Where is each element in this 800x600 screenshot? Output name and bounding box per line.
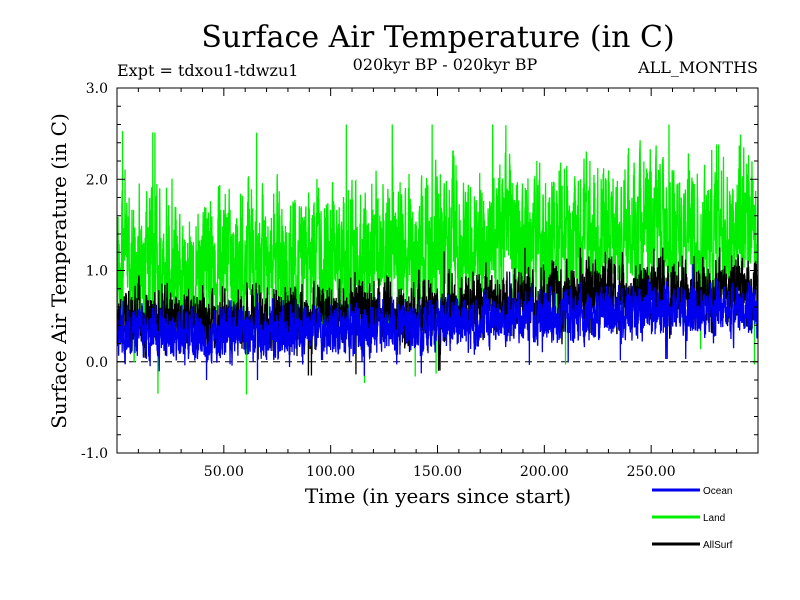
y-tick-label: 3.0 xyxy=(86,81,108,97)
legend: Ocean Land AllSurf xyxy=(652,486,733,551)
axes-layer: 50.00 100.00 150.00 200.00 250.00 -1.0 0.0 1.0 2… xyxy=(81,81,759,480)
legend-label-ocean: Ocean xyxy=(703,486,732,497)
x-tick-label: 100.00 xyxy=(306,464,355,480)
y-tick-label: 0.0 xyxy=(86,355,108,371)
legend-label-land: Land xyxy=(703,513,725,524)
y-tick-label: 2.0 xyxy=(86,172,108,188)
x-tick-label: 200.00 xyxy=(520,464,569,480)
x-tick-label: 150.00 xyxy=(413,464,462,480)
series-line-land xyxy=(117,124,758,395)
x-axis-label: Time (in years since start) xyxy=(305,484,571,508)
x-tick-label: 250.00 xyxy=(627,464,676,480)
legend-label-allsurf: AllSurf xyxy=(703,540,733,551)
series-line-ocean xyxy=(117,264,758,381)
y-tick-label: -1.0 xyxy=(81,446,108,462)
series-layer xyxy=(117,124,758,395)
chart-title: Surface Air Temperature (in C) xyxy=(201,20,674,55)
y-tick-label: 1.0 xyxy=(86,264,108,280)
period-label: 020kyr BP - 020kyr BP xyxy=(353,55,538,74)
months-label: ALL_MONTHS xyxy=(637,58,758,77)
y-axis-label: Surface Air Temperature (in C) xyxy=(47,113,71,429)
experiment-label: Expt = tdxou1-tdwzu1 xyxy=(117,61,298,80)
x-tick-label: 50.00 xyxy=(204,464,244,480)
